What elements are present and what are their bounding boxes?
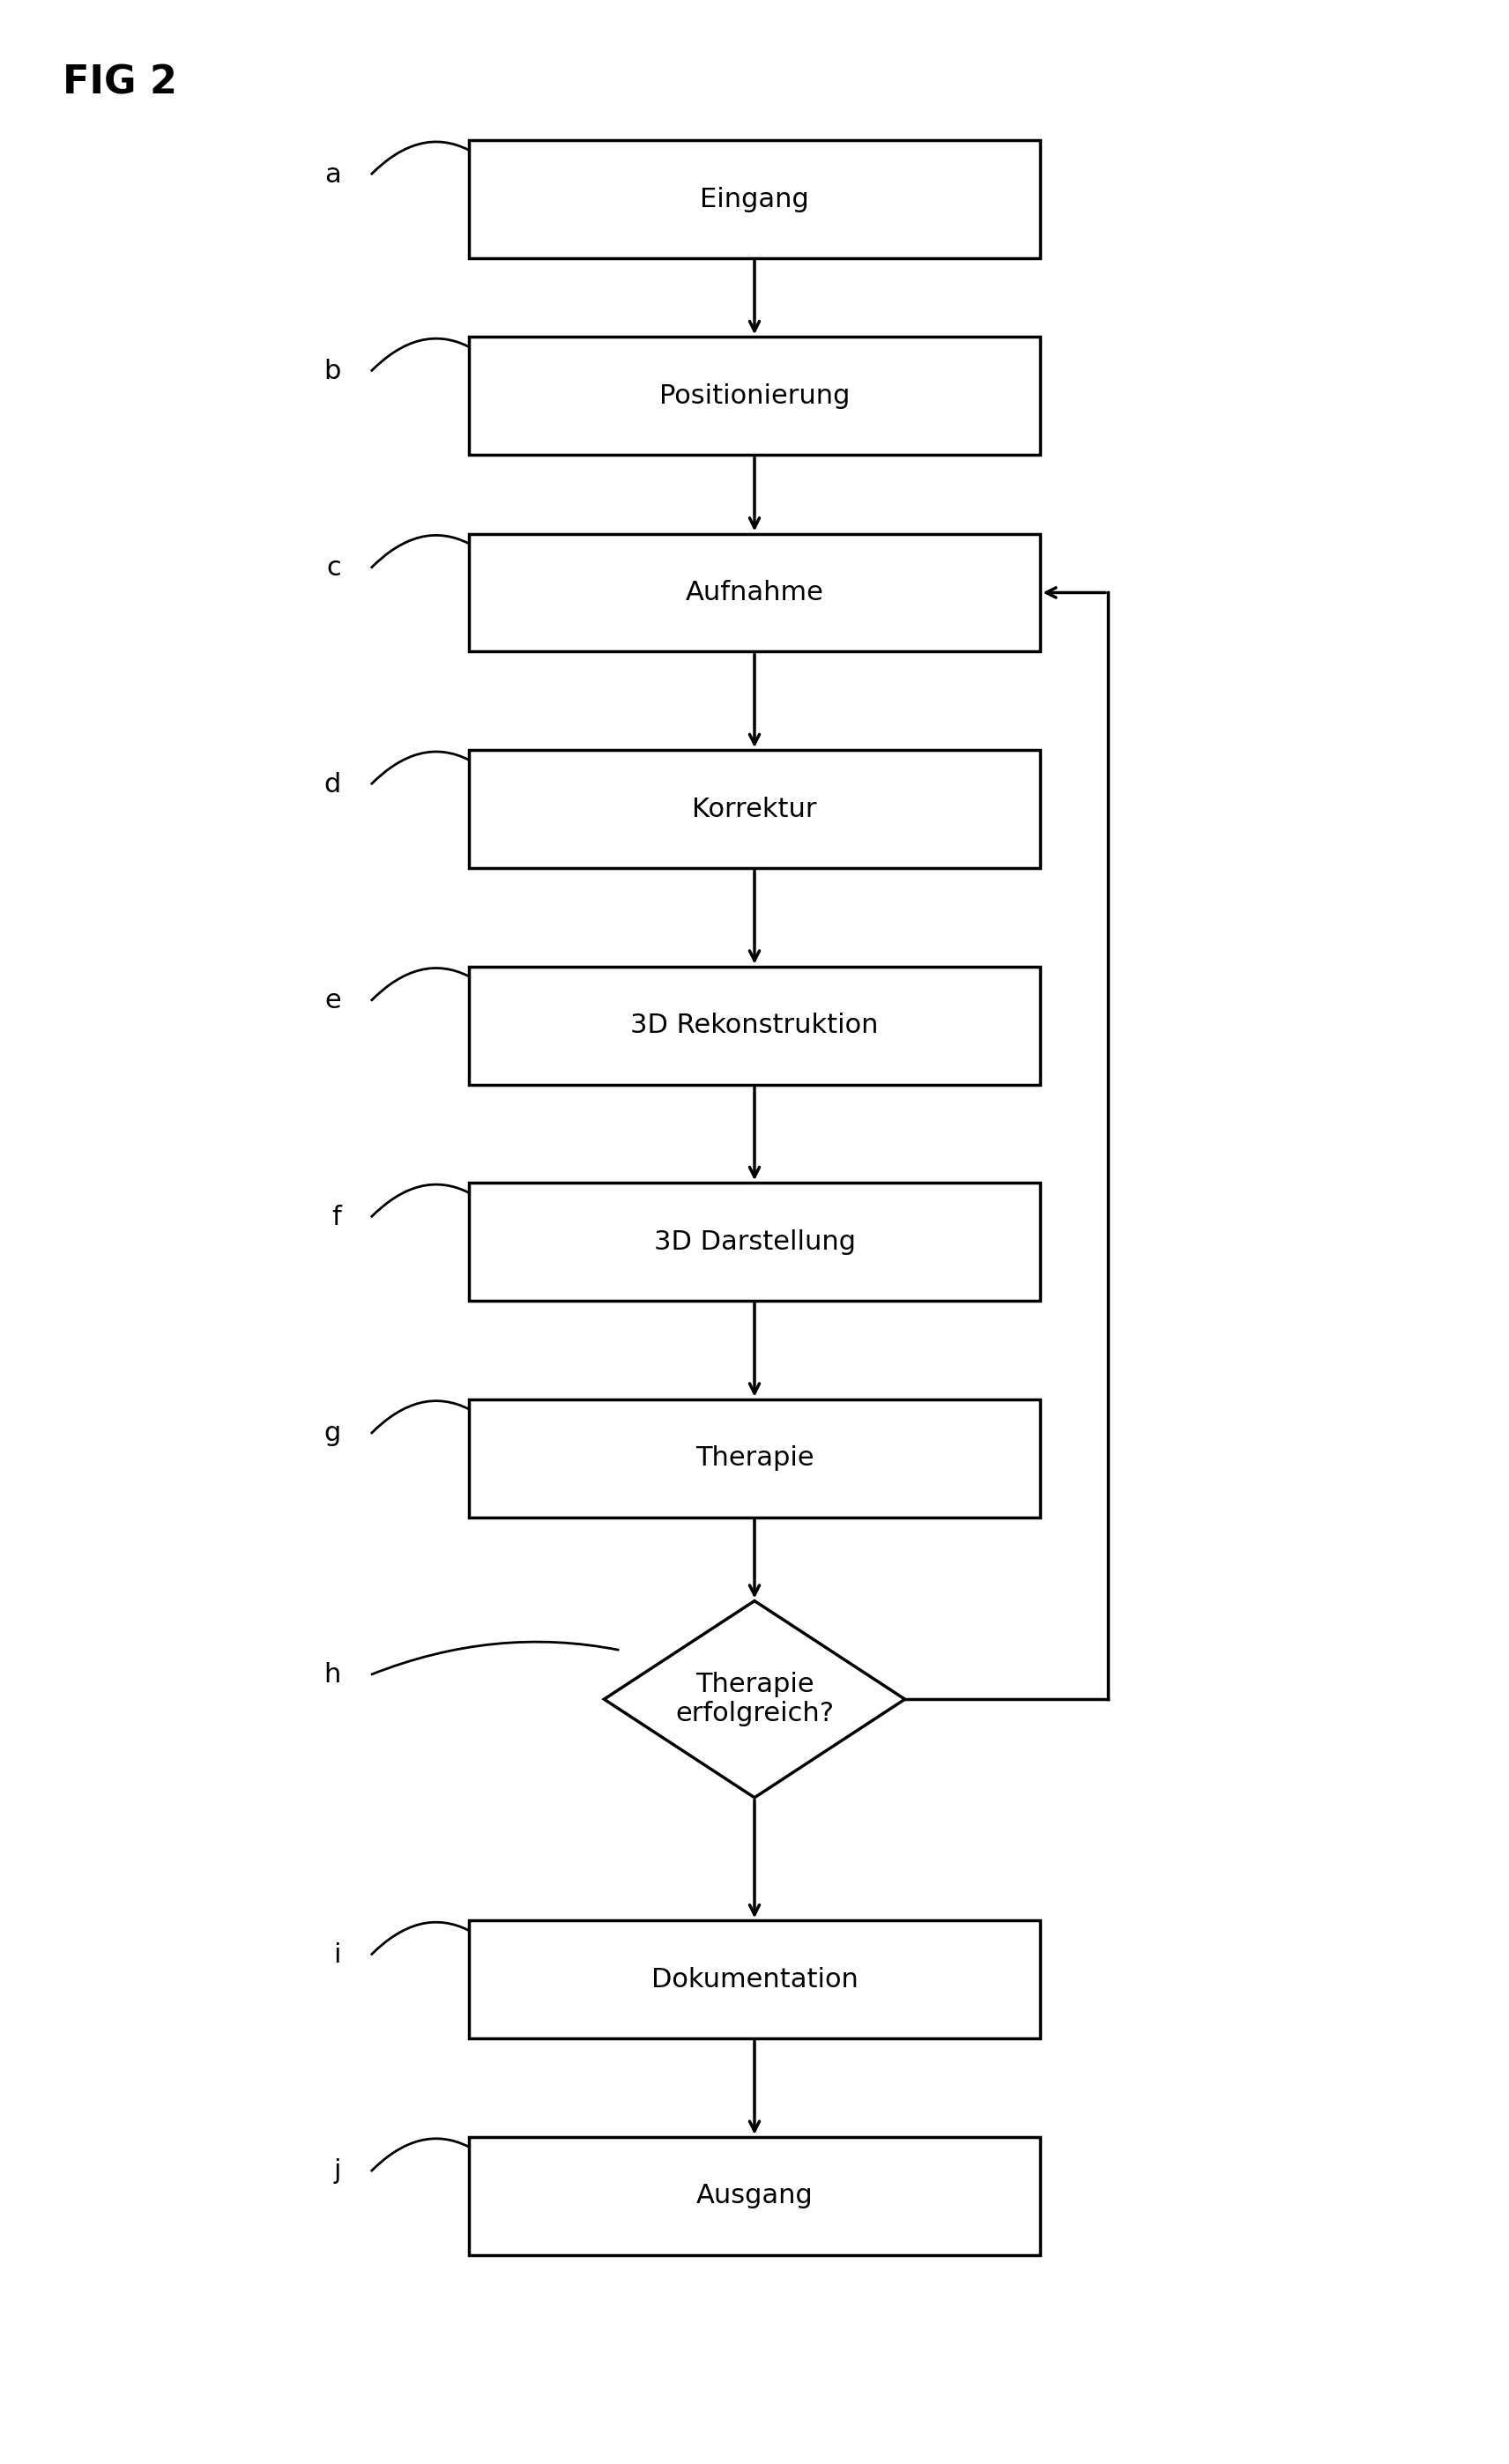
Text: Dokumentation: Dokumentation	[650, 1966, 859, 1993]
Text: 3D Darstellung: 3D Darstellung	[653, 1230, 856, 1254]
Text: h: h	[324, 1661, 341, 1688]
Text: d: d	[324, 771, 341, 798]
Text: 3D Rekonstruktion: 3D Rekonstruktion	[631, 1013, 878, 1037]
Polygon shape	[604, 1602, 905, 1799]
Text: Ausgang: Ausgang	[696, 2183, 813, 2208]
FancyBboxPatch shape	[469, 966, 1040, 1084]
FancyBboxPatch shape	[469, 140, 1040, 259]
Text: Therapie: Therapie	[696, 1446, 813, 1471]
FancyBboxPatch shape	[469, 535, 1040, 650]
FancyBboxPatch shape	[469, 1919, 1040, 2038]
Text: Korrektur: Korrektur	[693, 796, 816, 823]
FancyBboxPatch shape	[469, 749, 1040, 867]
Text: e: e	[324, 988, 341, 1013]
Text: Aufnahme: Aufnahme	[685, 579, 824, 606]
Text: i: i	[333, 1942, 341, 1969]
FancyBboxPatch shape	[469, 2136, 1040, 2255]
FancyBboxPatch shape	[469, 1183, 1040, 1301]
Text: FIG 2: FIG 2	[62, 64, 177, 101]
Text: Eingang: Eingang	[700, 187, 809, 212]
Text: Positionierung: Positionierung	[659, 382, 850, 409]
Text: a: a	[324, 163, 341, 187]
Text: c: c	[326, 554, 341, 582]
FancyBboxPatch shape	[469, 338, 1040, 456]
Text: f: f	[332, 1205, 341, 1230]
Text: j: j	[333, 2158, 341, 2183]
Text: g: g	[324, 1422, 341, 1446]
Text: Therapie
erfolgreich?: Therapie erfolgreich?	[675, 1671, 834, 1727]
FancyBboxPatch shape	[469, 1400, 1040, 1518]
Text: b: b	[324, 360, 341, 384]
